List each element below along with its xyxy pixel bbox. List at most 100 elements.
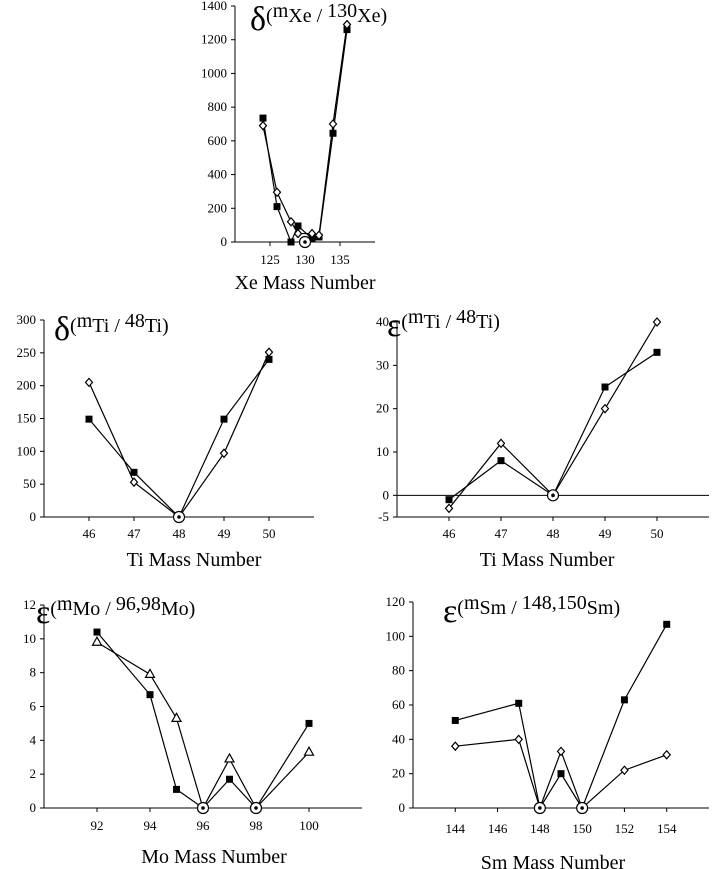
data-point-square [259, 114, 267, 122]
y-tick-label: 6 [30, 699, 37, 714]
title-symbol: ε [387, 307, 401, 344]
y-tick-label: 30 [376, 357, 389, 372]
x-tick-label: 46 [83, 526, 97, 541]
y-tick-label: 10 [376, 444, 389, 459]
series-line [262, 29, 348, 244]
data-point-diamond [444, 503, 454, 514]
data-point-diamond [286, 216, 296, 227]
data-point-diamond [620, 765, 629, 776]
data-point-square [265, 355, 273, 363]
x-tick-label: 130 [295, 252, 315, 267]
chart-title: ε(mMo / 96,98Mo) [36, 593, 195, 631]
y-tick-label: 40 [392, 731, 405, 746]
reference-marker-dot [177, 515, 181, 519]
y-tick-label: 20 [376, 401, 389, 416]
y-tick-label: 8 [30, 665, 37, 680]
data-point-square [497, 457, 505, 465]
x-axis-label: Sm Mass Number [481, 852, 626, 869]
data-point-square [146, 691, 154, 699]
data-point-square [653, 348, 661, 356]
data-point-diamond [652, 317, 662, 327]
x-tick-label: 47 [128, 526, 142, 541]
y-tick-label: 10 [23, 631, 36, 646]
x-tick-label: 50 [263, 526, 276, 541]
data-point-triangle [91, 635, 103, 646]
data-point-diamond [314, 230, 324, 241]
data-point-diamond [84, 377, 94, 388]
x-tick-label: 94 [144, 818, 158, 833]
data-point-triangle [170, 712, 183, 722]
data-point-square [93, 628, 101, 636]
data-point-square [451, 716, 459, 724]
data-point-square [557, 770, 565, 778]
y-tick-label: -5 [378, 509, 389, 524]
data-point-square [226, 775, 233, 783]
reference-marker-dot [201, 806, 205, 810]
x-tick-label: 98 [250, 818, 263, 833]
series-line [262, 24, 348, 236]
x-tick-label: 152 [615, 821, 635, 836]
x-tick-label: 144 [446, 821, 466, 836]
data-point-square [220, 415, 228, 423]
y-tick-label: 0 [30, 509, 37, 524]
data-point-square [294, 222, 302, 230]
chart-xe: 0 200 400 600 800 1000 1200 1400 125 130 135 Xe Mas… [201, 0, 387, 294]
x-tick-label: 50 [651, 526, 664, 541]
y-tick-label: 100 [386, 628, 406, 643]
x-tick-label: 92 [91, 818, 104, 833]
y-tick-label: 150 [17, 411, 37, 426]
x-tick-label: 48 [547, 526, 560, 541]
x-tick-label: 135 [330, 252, 350, 267]
series-line [88, 359, 270, 519]
data-point-diamond [258, 120, 268, 131]
chart-mo: 0 2 4 6 8 10 12 92 94 96 98 100 Mo Mass Number ε(mMo … [23, 593, 362, 868]
y-tick-label: 200 [17, 378, 37, 393]
x-tick-label: 148 [530, 821, 550, 836]
reference-marker-dot [538, 806, 542, 810]
y-tick-label: 0 [30, 800, 37, 815]
y-tick-label: 100 [17, 443, 37, 458]
y-tick-label: 600 [208, 133, 228, 148]
series-line [96, 641, 310, 810]
y-tick-label: 60 [392, 697, 405, 712]
data-point-square [515, 699, 523, 707]
x-axis-label: Mo Mass Number [141, 846, 287, 868]
series-line [448, 321, 658, 509]
data-point-square [305, 719, 313, 727]
data-point-square [173, 785, 180, 793]
series-line [96, 631, 310, 809]
chart-title: δ(mXe / 130Xe) [250, 0, 387, 38]
y-tick-label: 1200 [201, 32, 227, 47]
x-tick-label: 49 [218, 526, 231, 541]
y-tick-label: 300 [17, 312, 37, 327]
x-tick-label: 49 [599, 526, 612, 541]
data-point-square [130, 468, 138, 476]
data-point-triangle [144, 668, 156, 678]
y-tick-label: 12 [23, 597, 36, 612]
data-point-square [287, 238, 295, 246]
chart-title: ε(mTi / 48Ti) [387, 306, 500, 344]
chart-ti-epsilon: -5 0 10 20 30 40 46 47 48 49 50 Ti Mass Number ε(mTi… [376, 306, 709, 571]
data-point-square [273, 203, 281, 211]
data-point-diamond [219, 448, 229, 459]
data-point-square [329, 129, 337, 137]
x-axis-label: Ti Mass Number [127, 549, 262, 571]
data-point-diamond [129, 477, 139, 488]
title-symbol: δ [250, 1, 266, 38]
y-tick-label: 800 [208, 99, 228, 114]
data-point-diamond [600, 403, 610, 414]
x-tick-label: 154 [657, 821, 677, 836]
y-tick-label: 200 [208, 200, 228, 215]
y-tick-label: 40 [376, 314, 389, 329]
data-point-square [601, 383, 609, 391]
data-point-square [445, 496, 453, 504]
chart-title: ε(mSm / 148,150Sm) [443, 592, 620, 630]
data-point-diamond [342, 19, 352, 30]
x-tick-label: 100 [299, 818, 319, 833]
reference-marker-dot [303, 240, 307, 244]
data-point-diamond [293, 228, 303, 239]
chart-title: δ(mTi / 48Ti) [54, 310, 169, 348]
data-point-diamond [450, 741, 460, 752]
y-tick-label: 50 [23, 476, 36, 491]
